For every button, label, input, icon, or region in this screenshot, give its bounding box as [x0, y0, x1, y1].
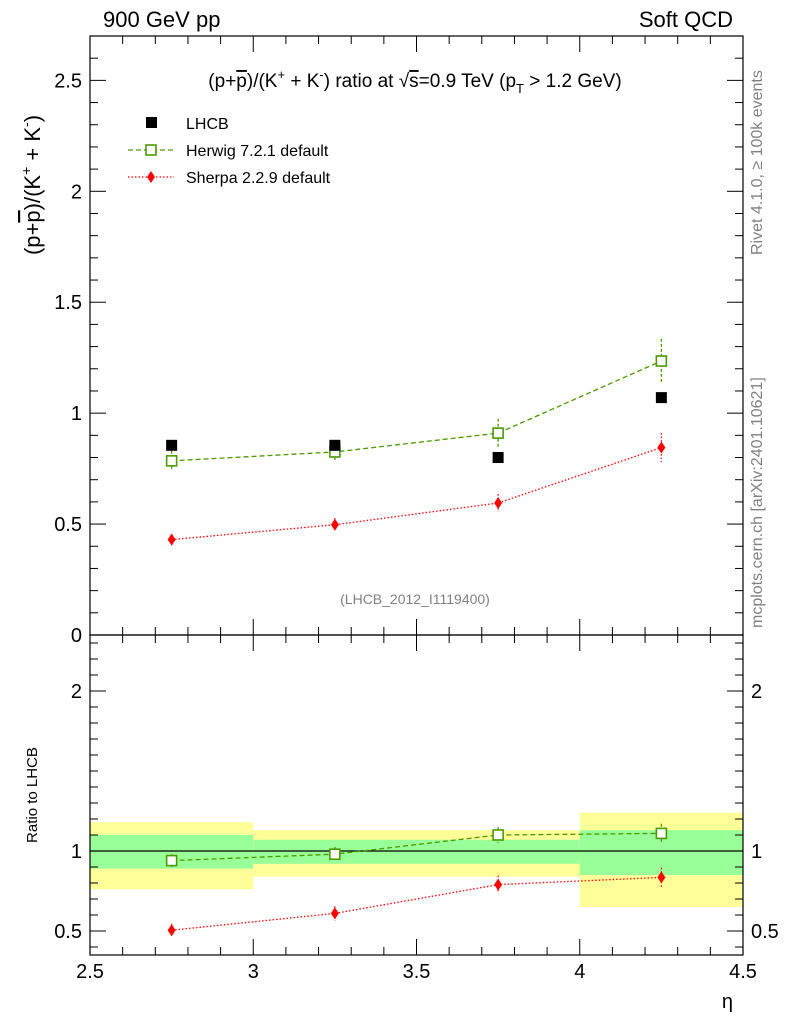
main-legend: LHCB Herwig 7.2.1 default Sherpa 2.2.9 d…	[128, 116, 331, 187]
ratio-herwig-line	[171, 832, 662, 862]
x-tick-label: 4.5	[729, 961, 757, 983]
legend-lhcb-label: LHCB	[186, 116, 229, 133]
x-tick-label: 3.5	[403, 961, 431, 983]
x-tick-label: 3	[248, 961, 259, 983]
legend-sherpa-marker	[147, 171, 155, 183]
ratio-ytick-label-right: 0.5	[751, 921, 779, 943]
legend-lhcb-marker	[146, 117, 157, 128]
legend-herwig-marker	[145, 144, 157, 156]
main-lhcb-point	[166, 439, 178, 451]
main-lhcb-point	[492, 452, 504, 464]
ratio-ylabel: Ratio to LHCB	[24, 747, 41, 843]
header-left: 900 GeV pp	[103, 7, 220, 32]
analysis-watermark: (LHCB_2012_I1119400)	[340, 591, 490, 607]
main-herwig-point	[655, 355, 668, 367]
main-lhcb-point	[655, 392, 667, 404]
main-ylabel: (p+p)/(K+ + K-)	[18, 115, 45, 255]
band-inner-2	[416, 839, 580, 864]
main-ytick-label: 2.5	[54, 70, 82, 92]
ratio-series	[167, 867, 666, 937]
legend-sherpa-label: Sherpa 2.2.9 default	[186, 170, 331, 187]
ratio-ytick-label-left: 0.5	[54, 921, 82, 943]
ratio-herwig-point	[492, 829, 504, 841]
main-herwig-line	[171, 360, 662, 462]
ratio-sherpa-point	[657, 871, 666, 884]
ratio-herwig-point	[655, 827, 668, 840]
main-sherpa-point	[330, 518, 339, 531]
ratio-ytick-label-right: 2	[751, 681, 762, 703]
main-herwig-point	[165, 455, 178, 467]
main-ytick-label: 1.5	[54, 292, 82, 314]
ratio-herwig-point	[329, 848, 341, 861]
x-axis-label: η	[722, 991, 733, 1013]
main-ytick-label: 1	[71, 403, 82, 425]
ratio-ytick-label-left: 2	[71, 681, 82, 703]
ratio-sherpa-point	[330, 907, 339, 920]
main-ytick-label: 2	[71, 181, 82, 203]
main-lhcb-point	[329, 439, 341, 451]
main-title: (p+p)/(K+ + K-) ratio at √s=0.9 TeV (pT …	[208, 67, 621, 96]
ratio-sherpa-point	[167, 924, 176, 937]
ratio-herwig-point	[165, 854, 178, 867]
ratio-series	[165, 823, 668, 867]
x-tick-label: 2.5	[76, 961, 104, 983]
rivet-label: Rivet 4.1.0, ≥ 100k events	[749, 70, 766, 255]
main-sherpa-line	[171, 446, 662, 541]
main-ytick-label: 0	[71, 625, 82, 647]
main-herwig-point	[492, 427, 504, 439]
ratio-ytick-label-right: 1	[751, 841, 762, 863]
legend-herwig-label: Herwig 7.2.1 default	[186, 143, 329, 160]
header-right: Soft QCD	[639, 7, 733, 32]
main-panel: (p+p)/(K+ + K-) ratio at √s=0.9 TeV (pT …	[18, 67, 622, 607]
main-series	[166, 392, 667, 464]
ratio-sherpa-point	[494, 878, 503, 891]
main-sherpa-point	[167, 533, 176, 546]
mcplots-label: mcplots.cern.ch [arXiv:2401.10621]	[749, 377, 766, 628]
main-series	[165, 338, 668, 471]
main-series	[167, 433, 666, 546]
main-sherpa-point	[657, 441, 666, 454]
ratio-panel: Ratio to LHCB	[24, 747, 743, 907]
main-sherpa-point	[494, 496, 503, 509]
ratio-ytick-label-left: 1	[71, 841, 82, 863]
main-ytick-label: 0.5	[54, 514, 82, 536]
x-tick-label: 4	[574, 961, 585, 983]
